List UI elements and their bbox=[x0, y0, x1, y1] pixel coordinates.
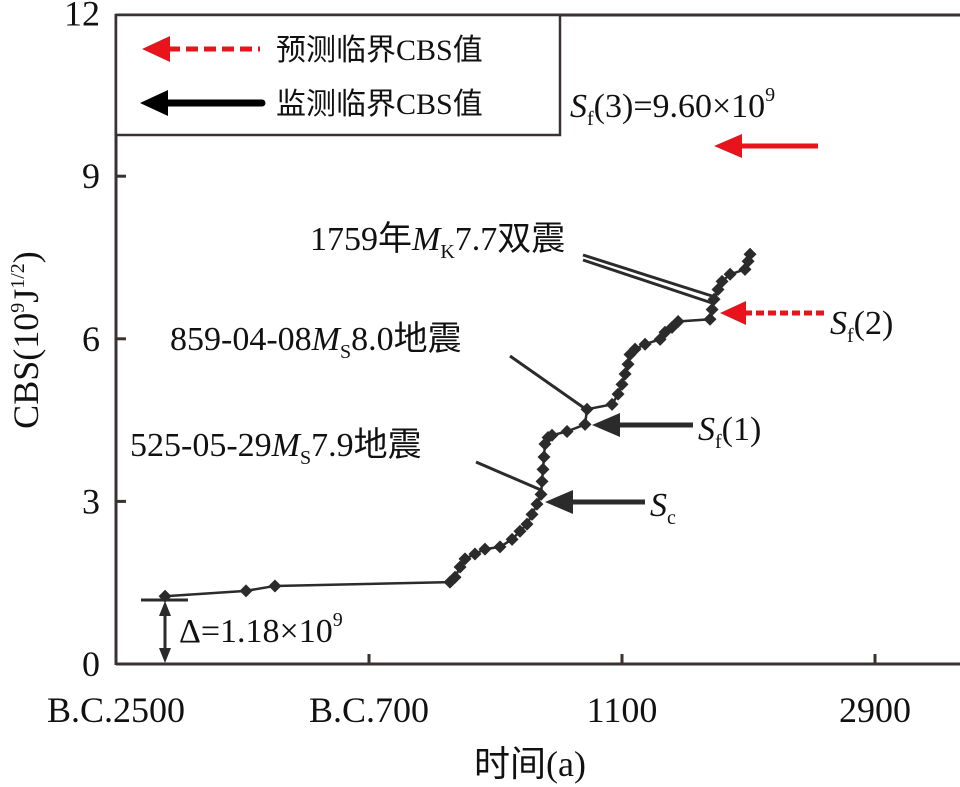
sf1-arrowhead-icon bbox=[592, 413, 620, 437]
delta-label: Δ=1.18×109 bbox=[179, 609, 343, 650]
data-point bbox=[478, 542, 492, 556]
sf3-arrowhead-icon bbox=[714, 134, 742, 158]
data-point bbox=[239, 584, 253, 598]
eq1759-leader-1 bbox=[582, 253, 713, 298]
data-point bbox=[615, 377, 629, 391]
data-point bbox=[545, 428, 559, 442]
data-point bbox=[621, 357, 635, 371]
sc-label: Sc bbox=[650, 487, 676, 529]
data-point bbox=[537, 450, 551, 464]
x-tick-label: B.C.700 bbox=[309, 690, 429, 730]
data-point bbox=[618, 367, 632, 381]
legend-monitored-label: 监测临界CBS值 bbox=[276, 88, 483, 121]
data-point bbox=[525, 507, 539, 521]
data-point bbox=[715, 274, 729, 288]
eq859-leader bbox=[509, 354, 588, 412]
y-tick-label: 9 bbox=[82, 156, 100, 196]
series-cbs bbox=[158, 247, 757, 603]
data-point bbox=[520, 517, 534, 531]
data-point bbox=[536, 462, 550, 476]
sf2-label: Sf(2) bbox=[830, 305, 893, 347]
data-point bbox=[743, 247, 757, 261]
data-point bbox=[453, 560, 467, 574]
y-tick-label: 0 bbox=[82, 644, 100, 684]
data-point bbox=[628, 342, 642, 356]
eq525-leader bbox=[475, 460, 542, 492]
delta-arrowhead-up-icon bbox=[159, 601, 171, 616]
data-point bbox=[534, 487, 548, 501]
legend-box bbox=[114, 13, 562, 137]
y-axis-label: CBS(109J1/2) bbox=[6, 251, 46, 429]
data-point bbox=[448, 570, 462, 584]
data-point bbox=[530, 497, 544, 511]
sf3-label: Sf(3)=9.60×109 bbox=[570, 84, 775, 130]
legend-red-arrowhead-icon bbox=[142, 36, 170, 62]
sc-arrowhead-icon bbox=[545, 490, 573, 514]
y-tick-label: 6 bbox=[82, 319, 100, 359]
data-point bbox=[268, 579, 282, 593]
data-point bbox=[535, 474, 549, 488]
eq859-label: 859-04-08MS8.0地震 bbox=[170, 320, 462, 363]
legend-predicted-label: 预测临界CBS值 bbox=[276, 34, 483, 67]
sf1-label: Sf(1) bbox=[698, 411, 761, 453]
y-tick-label: 12 bbox=[64, 0, 100, 34]
ticks: 0 3 6 9 12 B.C.2500 B.C.700 1100 2900 bbox=[47, 0, 911, 730]
eq525-label: 525-05-29MS7.9地震 bbox=[130, 426, 422, 469]
data-point bbox=[638, 337, 652, 351]
data-point bbox=[493, 540, 507, 554]
data-point bbox=[458, 552, 472, 566]
legend: 预测临界CBS值 监测临界CBS值 bbox=[114, 13, 562, 137]
x-tick-label: 1100 bbox=[587, 690, 658, 730]
delta-arrowhead-down-icon bbox=[159, 648, 171, 663]
data-point bbox=[705, 303, 719, 317]
x-axis-label: 时间(a) bbox=[474, 744, 586, 784]
eq1759-label: 1759年MK7.7双震 bbox=[310, 220, 565, 263]
sf2-arrowhead-icon bbox=[720, 301, 746, 325]
data-point bbox=[723, 267, 737, 281]
data-point bbox=[513, 524, 527, 538]
legend-black-arrowhead-icon bbox=[140, 90, 168, 116]
data-point bbox=[505, 532, 519, 546]
x-tick-label: 2900 bbox=[839, 690, 911, 730]
y-tick-label: 3 bbox=[82, 481, 100, 521]
data-point bbox=[611, 387, 625, 401]
data-point bbox=[703, 312, 717, 326]
eq1759-leader-2 bbox=[582, 258, 713, 305]
data-point bbox=[671, 314, 685, 328]
data-point bbox=[468, 547, 482, 561]
data-point bbox=[578, 417, 592, 431]
x-tick-label: B.C.2500 bbox=[47, 690, 185, 730]
data-point bbox=[560, 424, 574, 438]
data-point bbox=[605, 397, 619, 411]
